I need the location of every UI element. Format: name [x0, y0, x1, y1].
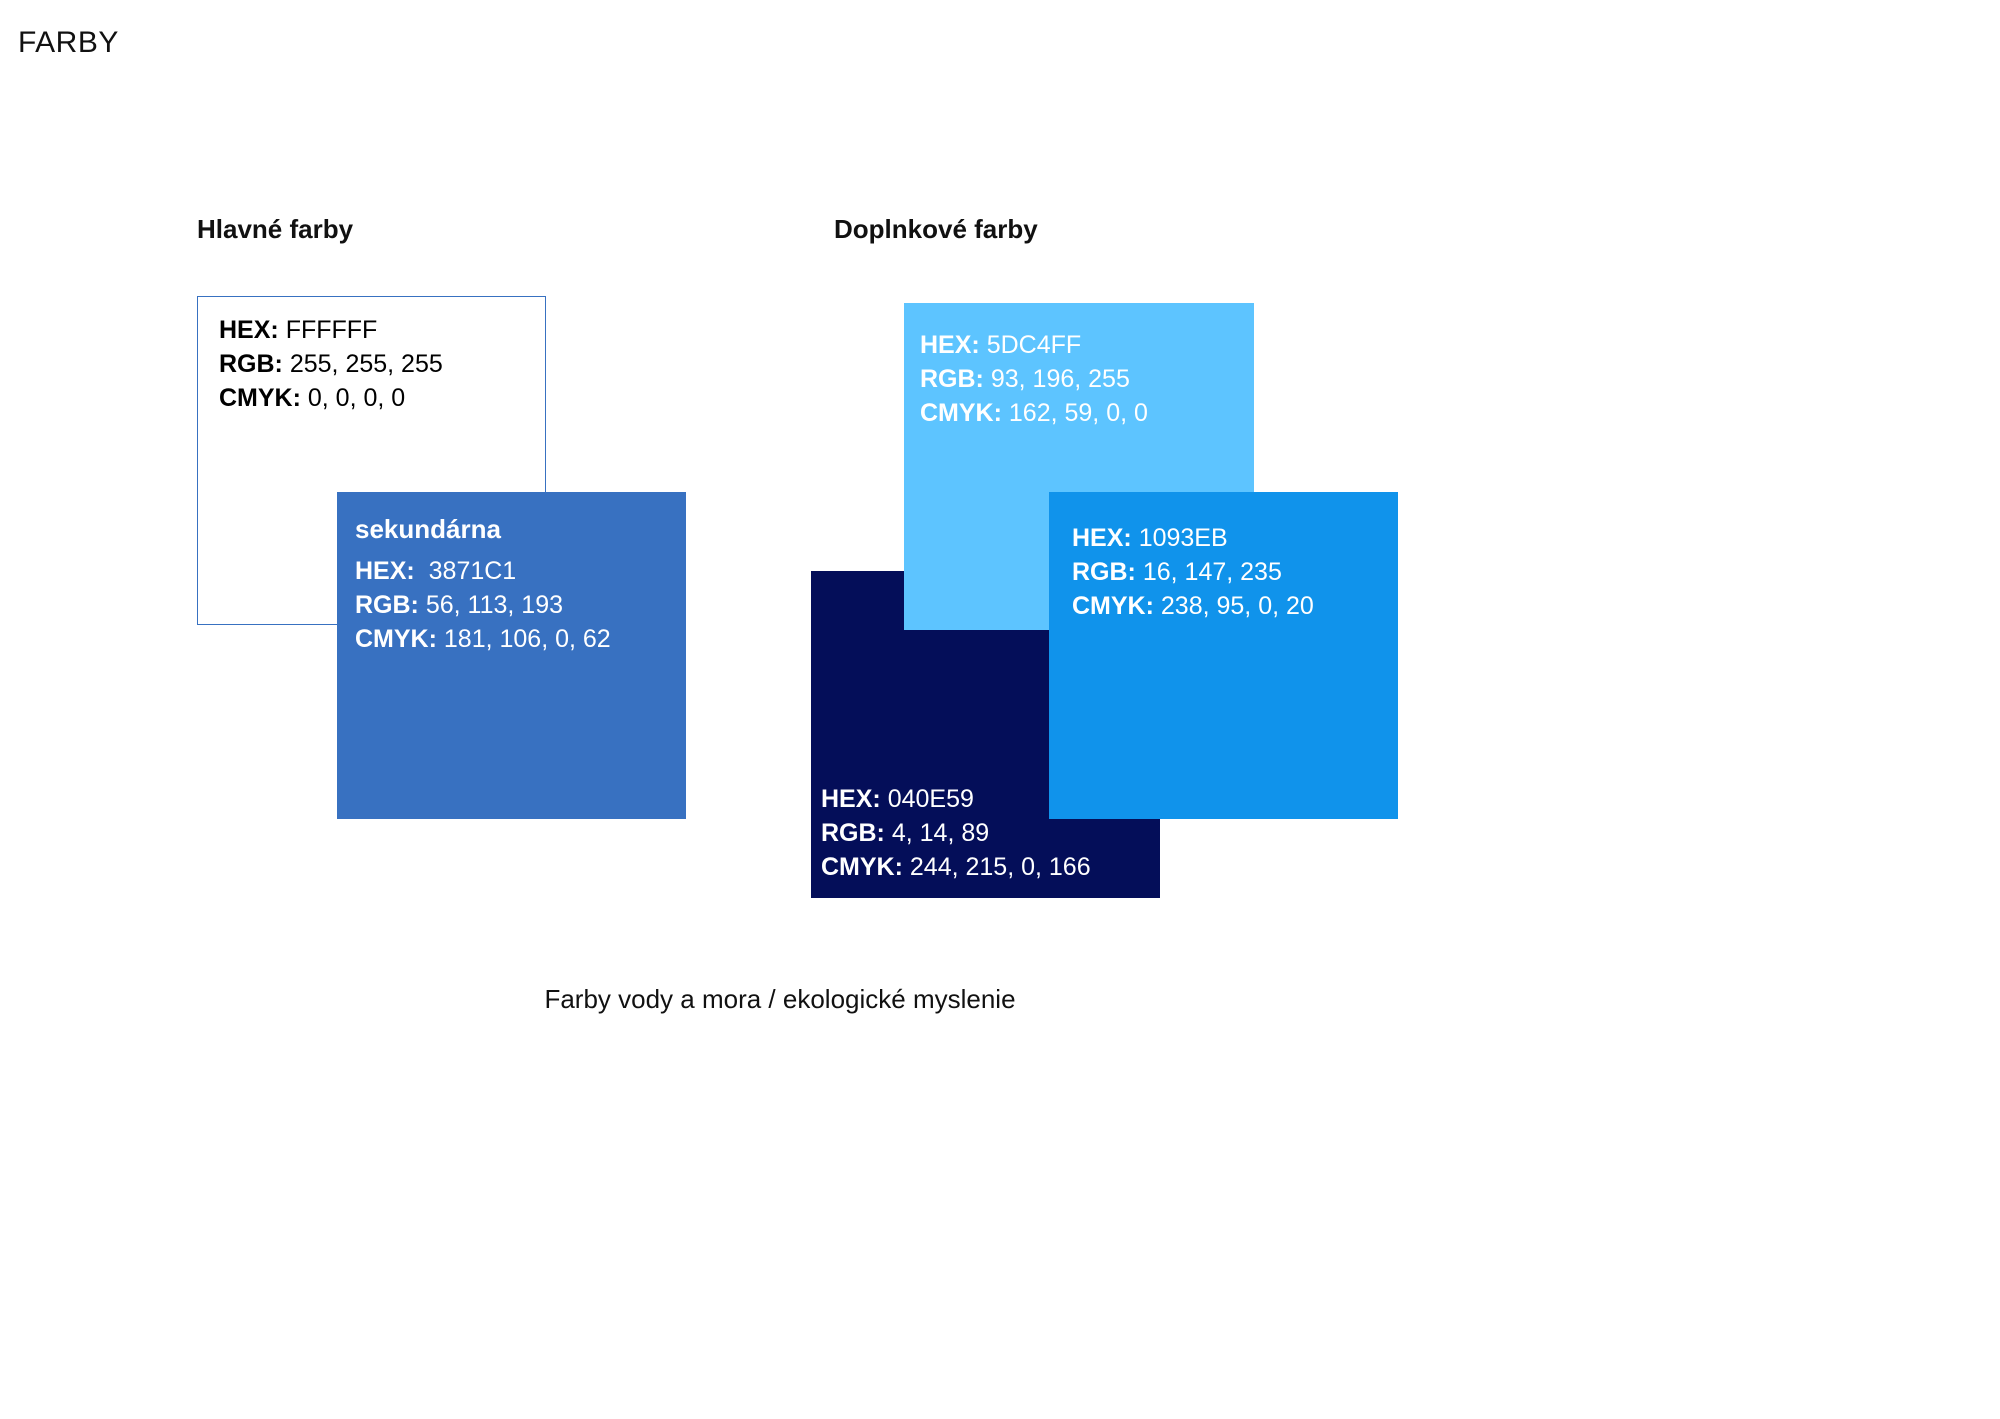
rgb-label: RGB:	[821, 819, 885, 847]
rgb-value: 93, 196, 255	[990, 365, 1130, 393]
cmyk-label: CMYK:	[821, 853, 903, 881]
cmyk-line: CMYK: 0, 0, 0, 0	[219, 381, 443, 415]
hex-label: HEX:	[355, 557, 415, 585]
hex-line: HEX: 1093EB	[1072, 521, 1314, 555]
cmyk-value: 244, 215, 0, 166	[909, 853, 1091, 881]
cmyk-value: 238, 95, 0, 20	[1160, 592, 1314, 620]
hex-value: 040E59	[887, 785, 974, 813]
hex-line: HEX: 5DC4FF	[920, 328, 1148, 362]
footer-caption: Farby vody a mora / ekologické myslenie	[544, 984, 1016, 1014]
rgb-value: 4, 14, 89	[891, 819, 990, 847]
hex-label: HEX:	[920, 331, 980, 359]
white-swatch-specs: HEX: FFFFFF RGB: 255, 255, 255 CMYK: 0, …	[219, 313, 443, 415]
cmyk-value: 181, 106, 0, 62	[443, 625, 611, 653]
rgb-label: RGB:	[920, 365, 984, 393]
rgb-line: RGB: 93, 196, 255	[920, 362, 1148, 396]
cmyk-value: 0, 0, 0, 0	[307, 384, 406, 412]
blue-swatch: HEX: 1093EB RGB: 16, 147, 235 CMYK: 238,…	[1049, 492, 1398, 819]
cmyk-label: CMYK:	[219, 384, 301, 412]
cmyk-line: CMYK: 162, 59, 0, 0	[920, 396, 1148, 430]
cmyk-line: CMYK: 244, 215, 0, 166	[821, 850, 1091, 884]
rgb-line: RGB: 255, 255, 255	[219, 347, 443, 381]
hex-value: 1093EB	[1138, 524, 1228, 552]
rgb-line: RGB: 56, 113, 193	[355, 588, 611, 622]
rgb-value: 56, 113, 193	[425, 591, 564, 619]
rgb-label: RGB:	[355, 591, 419, 619]
secondary-name: sekundárna	[355, 514, 501, 544]
rgb-line: RGB: 4, 14, 89	[821, 816, 1091, 850]
navy-swatch-specs: HEX: 040E59 RGB: 4, 14, 89 CMYK: 244, 21…	[821, 782, 1091, 884]
secondary-swatch-specs: sekundárna HEX: 3871C1 RGB: 56, 113, 193…	[355, 512, 611, 656]
hex-line: HEX: 3871C1	[355, 554, 611, 588]
hex-value: 5DC4FF	[986, 331, 1082, 359]
cmyk-label: CMYK:	[920, 399, 1002, 427]
page-title: FARBY	[18, 26, 119, 59]
hex-line: HEX: 040E59	[821, 782, 1091, 816]
hex-label: HEX:	[1072, 524, 1132, 552]
cmyk-line: CMYK: 181, 106, 0, 62	[355, 622, 611, 656]
hex-value: FFFFFF	[285, 316, 378, 344]
hex-label: HEX:	[219, 316, 279, 344]
light-blue-swatch-specs: HEX: 5DC4FF RGB: 93, 196, 255 CMYK: 162,…	[920, 328, 1148, 430]
rgb-label: RGB:	[1072, 558, 1136, 586]
rgb-value: 255, 255, 255	[289, 350, 443, 378]
hex-label: HEX:	[821, 785, 881, 813]
cmyk-line: CMYK: 238, 95, 0, 20	[1072, 589, 1314, 623]
blue-swatch-specs: HEX: 1093EB RGB: 16, 147, 235 CMYK: 238,…	[1072, 521, 1314, 623]
secondary-swatch: sekundárna HEX: 3871C1 RGB: 56, 113, 193…	[337, 492, 686, 819]
hex-line: HEX: FFFFFF	[219, 313, 443, 347]
cmyk-label: CMYK:	[355, 625, 437, 653]
rgb-label: RGB:	[219, 350, 283, 378]
rgb-value: 16, 147, 235	[1142, 558, 1282, 586]
primary-colors-heading: Hlavné farby	[197, 214, 354, 244]
hex-value: 3871C1	[428, 557, 517, 585]
cmyk-label: CMYK:	[1072, 592, 1154, 620]
rgb-line: RGB: 16, 147, 235	[1072, 555, 1314, 589]
complementary-colors-heading: Doplnkové farby	[834, 214, 1038, 244]
cmyk-value: 162, 59, 0, 0	[1008, 399, 1148, 427]
